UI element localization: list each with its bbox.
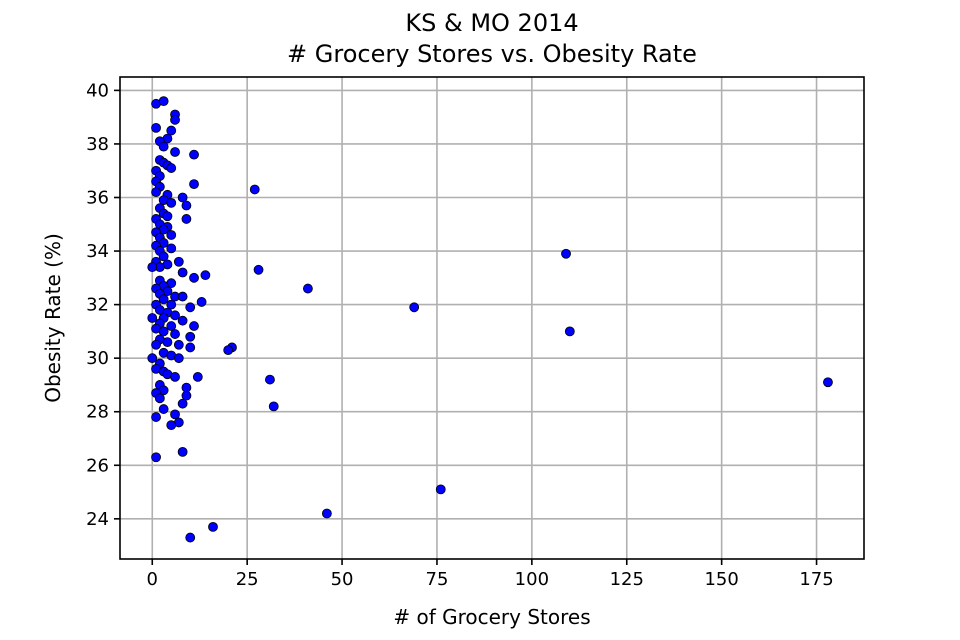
x-axis-ticks: 0 25 50 75 100 125 150 175 bbox=[147, 559, 834, 590]
data-point bbox=[147, 353, 158, 364]
data-point bbox=[173, 256, 184, 267]
data-point bbox=[181, 214, 192, 224]
data-point bbox=[189, 321, 199, 331]
data-point bbox=[154, 393, 165, 404]
data-point bbox=[177, 398, 188, 409]
data-point bbox=[166, 125, 177, 136]
y-tick-label: 32 bbox=[86, 295, 109, 316]
data-point bbox=[158, 294, 169, 305]
data-point bbox=[177, 267, 188, 278]
data-point bbox=[166, 243, 177, 254]
data-point bbox=[185, 342, 196, 353]
data-point bbox=[158, 141, 169, 152]
data-point bbox=[185, 532, 196, 543]
data-point bbox=[170, 409, 180, 420]
data-point bbox=[561, 248, 571, 259]
data-point bbox=[166, 163, 177, 173]
x-tick-label: 25 bbox=[236, 569, 259, 590]
data-point bbox=[147, 313, 158, 323]
data-point bbox=[181, 200, 192, 211]
grid-lines bbox=[120, 77, 864, 559]
data-point bbox=[151, 452, 161, 463]
data-point bbox=[158, 326, 169, 337]
data-point bbox=[249, 184, 260, 195]
data-point bbox=[170, 310, 180, 321]
data-point bbox=[151, 122, 161, 133]
data-point bbox=[192, 372, 203, 382]
y-tick-label: 26 bbox=[86, 455, 109, 476]
x-tick-label: 100 bbox=[515, 569, 549, 590]
data-point bbox=[409, 302, 420, 313]
x-tick-label: 75 bbox=[426, 569, 449, 590]
y-axis-label: Obesity Rate (%) bbox=[41, 233, 65, 403]
data-point bbox=[302, 283, 313, 294]
chart-title: KS & MO 2014 bbox=[405, 9, 578, 37]
y-tick-label: 24 bbox=[86, 509, 109, 530]
x-tick-label: 0 bbox=[147, 569, 158, 590]
y-tick-label: 30 bbox=[86, 348, 109, 369]
data-point bbox=[166, 321, 177, 331]
y-tick-label: 36 bbox=[86, 188, 109, 209]
data-point bbox=[435, 484, 446, 495]
data-point bbox=[177, 192, 188, 203]
data-point bbox=[321, 508, 332, 519]
data-point bbox=[208, 521, 218, 532]
data-point bbox=[166, 230, 177, 240]
y-axis-ticks: 24 26 28 30 32 34 36 38 40 bbox=[86, 80, 120, 530]
data-point bbox=[177, 315, 188, 326]
data-point bbox=[166, 420, 177, 431]
x-axis-label: # of Grocery Stores bbox=[393, 605, 590, 629]
data-point bbox=[151, 187, 161, 198]
data-point bbox=[158, 96, 169, 106]
data-point bbox=[170, 147, 180, 157]
data-point bbox=[200, 270, 211, 281]
data-point bbox=[181, 390, 192, 401]
data-point bbox=[253, 264, 264, 275]
data-point bbox=[173, 353, 184, 364]
data-point bbox=[158, 251, 169, 262]
data-point bbox=[823, 377, 833, 388]
x-tick-label: 50 bbox=[331, 569, 354, 590]
y-tick-label: 34 bbox=[86, 241, 109, 262]
data-point bbox=[265, 374, 275, 385]
x-tick-label: 150 bbox=[704, 569, 738, 590]
data-point bbox=[166, 197, 177, 208]
y-tick-label: 28 bbox=[86, 402, 109, 423]
x-tick-label: 175 bbox=[799, 569, 833, 590]
x-tick-label: 125 bbox=[610, 569, 644, 590]
data-point bbox=[196, 297, 207, 307]
data-point bbox=[170, 329, 180, 339]
data-point bbox=[268, 401, 279, 412]
data-point bbox=[162, 337, 173, 348]
data-point bbox=[162, 211, 173, 222]
data-point bbox=[189, 179, 199, 190]
data-point bbox=[151, 412, 161, 422]
data-point bbox=[185, 302, 196, 313]
data-points bbox=[147, 96, 833, 543]
data-point bbox=[173, 339, 184, 350]
data-point bbox=[170, 114, 180, 125]
data-point bbox=[189, 149, 199, 160]
data-point bbox=[170, 372, 180, 382]
data-point bbox=[223, 345, 234, 356]
plot-frame bbox=[119, 76, 865, 560]
data-point bbox=[189, 272, 199, 283]
data-point bbox=[177, 291, 188, 302]
data-point bbox=[166, 299, 177, 310]
y-tick-label: 38 bbox=[86, 134, 109, 155]
data-point bbox=[151, 339, 161, 350]
y-tick-label: 40 bbox=[86, 80, 109, 101]
data-point bbox=[185, 331, 196, 342]
data-point bbox=[177, 446, 188, 457]
data-point bbox=[158, 404, 169, 414]
data-point bbox=[147, 262, 158, 273]
chart-subtitle: # Grocery Stores vs. Obesity Rate bbox=[287, 40, 697, 68]
data-point bbox=[564, 326, 575, 337]
